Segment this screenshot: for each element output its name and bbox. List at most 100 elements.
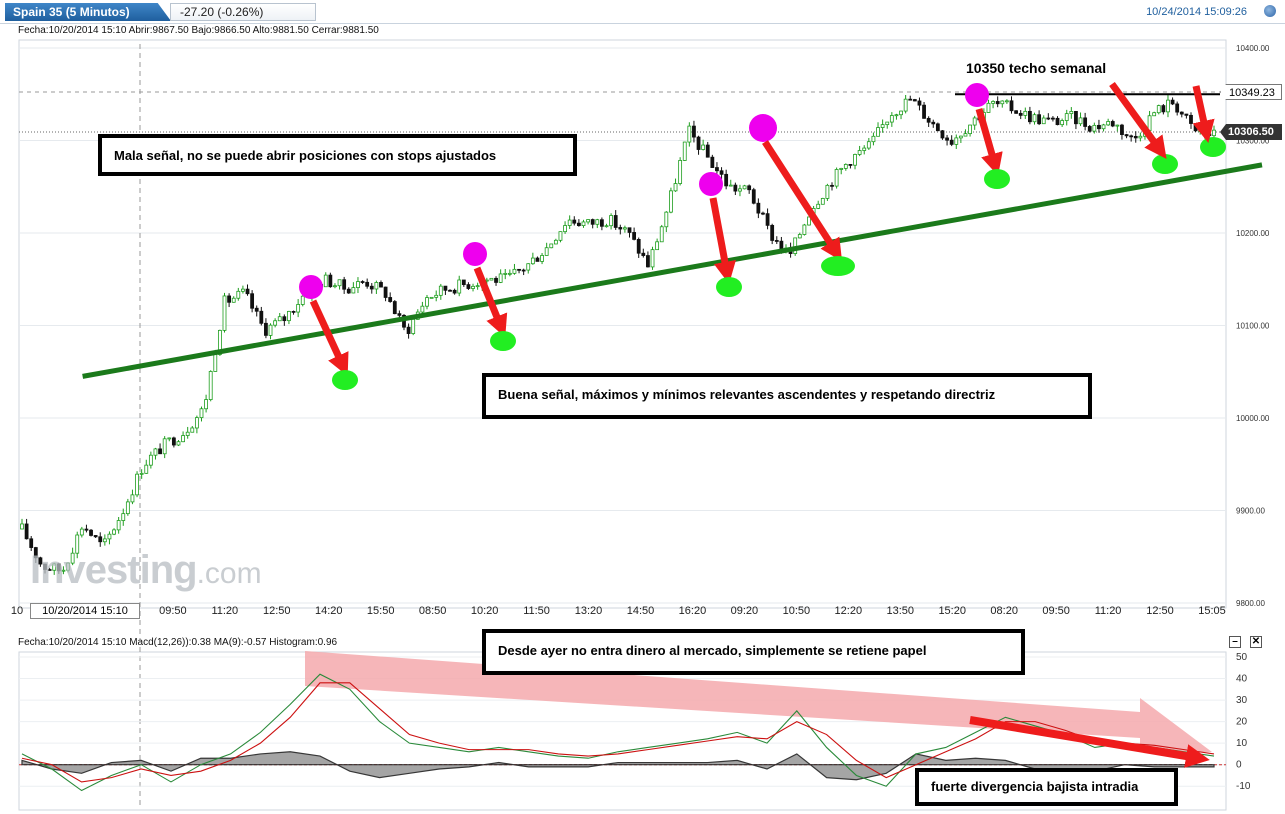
watermark-domain: .com bbox=[196, 557, 262, 590]
candle-body bbox=[512, 268, 517, 274]
minimize-panel-button[interactable]: – bbox=[1229, 636, 1241, 648]
macd-y-tick-label: 10 bbox=[1236, 738, 1248, 749]
price-panel-frame bbox=[18, 39, 1227, 609]
candle-body bbox=[1014, 110, 1019, 114]
candle-body bbox=[530, 257, 535, 265]
candle-body bbox=[33, 547, 38, 559]
candle-body bbox=[1032, 114, 1037, 123]
candle-body bbox=[93, 535, 98, 538]
candle-body bbox=[1069, 110, 1074, 115]
current-price-label: 10306.50 bbox=[1220, 124, 1282, 140]
candle-body bbox=[664, 211, 669, 228]
support-trendline bbox=[82, 162, 1263, 379]
candle-body bbox=[1000, 100, 1005, 105]
candle-body bbox=[43, 563, 47, 570]
trough-marker bbox=[332, 370, 358, 390]
candle-body bbox=[747, 185, 752, 191]
candle-body bbox=[728, 184, 733, 187]
candle-body bbox=[572, 219, 577, 224]
price-y-tick-label: 10300.00 bbox=[1236, 137, 1270, 146]
candle-body bbox=[153, 448, 158, 456]
candle-body bbox=[369, 285, 374, 290]
candle-body bbox=[461, 279, 466, 286]
candle-body bbox=[471, 285, 475, 289]
chart-titlebar: Spain 35 (5 Minutos) -27.20 (-0.26%) 10/… bbox=[0, 0, 1285, 24]
pullback-arrow bbox=[309, 299, 349, 377]
peak-marker bbox=[699, 172, 723, 196]
candle-body bbox=[618, 227, 623, 230]
symbol-tab[interactable]: Spain 35 (5 Minutos) bbox=[5, 3, 171, 21]
candle-body bbox=[655, 241, 660, 251]
candle-body bbox=[1110, 121, 1115, 127]
candle-body bbox=[190, 427, 195, 433]
price-change-display: -27.20 (-0.26%) bbox=[170, 3, 316, 21]
candle-body bbox=[613, 215, 618, 228]
watermark-brand: Investing bbox=[30, 548, 198, 592]
candle-body bbox=[802, 224, 807, 235]
candle-body bbox=[38, 557, 43, 565]
candle-body bbox=[1092, 124, 1097, 132]
candle-body bbox=[687, 125, 692, 143]
candle-body bbox=[623, 227, 627, 230]
candle-body bbox=[1037, 114, 1042, 125]
candle-body bbox=[862, 147, 867, 151]
refresh-icon[interactable] bbox=[1264, 5, 1276, 17]
candle-body bbox=[176, 441, 181, 446]
candle-body bbox=[761, 212, 765, 215]
candle-body bbox=[365, 281, 370, 287]
candle-body bbox=[84, 528, 89, 531]
candle-body bbox=[940, 130, 945, 139]
candle-body bbox=[328, 274, 333, 288]
price-y-tick-label: 10100.00 bbox=[1236, 322, 1270, 331]
candle-body bbox=[217, 329, 222, 355]
time-x-tick-label: 11:50 bbox=[523, 605, 550, 617]
candle-body bbox=[296, 304, 301, 313]
candle-body bbox=[342, 279, 347, 290]
divergence-annotation: fuerte divergencia bajista intradia bbox=[915, 768, 1178, 806]
candle-body bbox=[337, 279, 342, 287]
candle-body bbox=[931, 121, 936, 125]
candle-body bbox=[991, 101, 995, 104]
candle-body bbox=[457, 279, 462, 294]
candle-body bbox=[503, 272, 508, 275]
candle-body bbox=[535, 257, 540, 262]
close-panel-button[interactable]: ✕ bbox=[1250, 636, 1262, 648]
candle-body bbox=[1179, 111, 1184, 115]
bad-signal-annotation: Mala señal, no se puede abrir posiciones… bbox=[98, 134, 577, 176]
time-x-tick-label: 11:20 bbox=[211, 605, 238, 617]
pullback-arrow bbox=[975, 108, 1003, 176]
candle-body bbox=[1074, 110, 1078, 125]
candle-body bbox=[443, 285, 448, 291]
time-x-tick-label: 09:20 bbox=[731, 605, 759, 617]
macd-signal-line bbox=[21, 682, 1215, 783]
candle-body bbox=[231, 297, 236, 303]
candle-body bbox=[1101, 124, 1106, 130]
candle-body bbox=[158, 448, 162, 455]
candle-body bbox=[204, 399, 208, 410]
candle-body bbox=[701, 144, 706, 150]
candle-body bbox=[756, 202, 761, 214]
candle-body bbox=[434, 294, 439, 298]
candle-body bbox=[236, 290, 241, 299]
candle-body bbox=[1156, 105, 1161, 114]
macd-line bbox=[21, 673, 1215, 792]
candle-body bbox=[89, 529, 93, 536]
time-x-tick-label: 09:50 bbox=[159, 605, 187, 617]
time-x-tick-label: 10:50 bbox=[783, 605, 811, 617]
candle-body bbox=[1064, 113, 1069, 121]
peak-marker bbox=[965, 83, 989, 107]
candle-body bbox=[494, 277, 498, 283]
trough-marker bbox=[1152, 154, 1178, 174]
candle-body bbox=[98, 536, 103, 543]
last-update-timestamp: 10/24/2014 15:09:26 bbox=[1146, 6, 1247, 18]
candle-body bbox=[199, 408, 204, 419]
candle-body bbox=[742, 185, 747, 190]
candle-body bbox=[498, 273, 503, 283]
candle-body bbox=[912, 99, 917, 102]
time-x-tick-label: 10:20 bbox=[471, 605, 499, 617]
candle-body bbox=[360, 281, 365, 283]
candle-body bbox=[1175, 103, 1180, 113]
candle-body bbox=[227, 295, 232, 303]
candle-body bbox=[144, 464, 149, 474]
divergence-arrow bbox=[969, 716, 1210, 768]
